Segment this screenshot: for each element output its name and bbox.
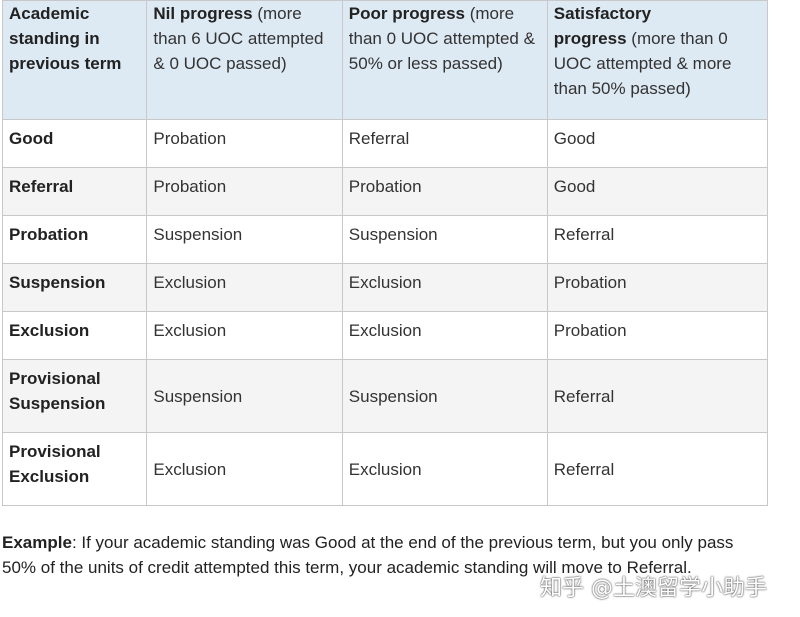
table-row: Referral Probation Probation Good [1,167,769,216]
table-cell: Exclusion [341,432,548,506]
table-cell: Exclusion [1,311,148,360]
cell-text: Referral [348,129,410,148]
table-cell: Exclusion [146,263,343,312]
table-cell: Good [546,167,769,216]
table-cell: Referral [546,215,769,264]
row-label: Good [9,129,54,148]
row-label: Referral [9,177,74,196]
watermark: 知乎 @土澳留学小助手 [540,576,767,601]
table-cell: Suspension [146,359,343,433]
cell-text: Probation [553,273,627,292]
cell-text: Suspension [153,225,243,244]
cell-text: Suspension [348,386,438,406]
standing-table: Academic standing in previous term Nil pr… [1,0,769,506]
header-row: Academic standing in previous term Nil pr… [1,0,769,120]
table-row: Provisional Suspension Suspension Suspensi… [1,359,769,433]
header-cell: Academic standing in previous term [1,0,148,120]
cell-text: Referral [553,386,615,406]
cell-text: Exclusion [153,273,227,292]
cell-text: Referral [553,225,615,244]
example-paragraph: Example: If your academic standing was G… [2,530,762,580]
cell-text: Suspension [348,225,438,244]
row-label: Provisional Exclusion [9,442,101,486]
row-label: Suspension [9,273,106,292]
table-cell: Probation [146,167,343,216]
table-row: Probation Suspension Suspension Referral [1,215,769,264]
table-row: Suspension Exclusion Exclusion Probation [1,263,769,312]
table-row: Good Probation Referral Good [1,119,769,168]
header-strong: Satisfactory progress [553,4,652,48]
table-row: Provisional Exclusion Exclusion Exclusion R… [1,432,769,506]
table-cell: Good [1,119,148,168]
header-strong: Nil progress [153,4,253,23]
table-cell: Exclusion [146,432,343,506]
table-cell: Probation [341,167,548,216]
table-row: Exclusion Exclusion Exclusion Probation [1,311,769,360]
table-cell: Referral [1,167,148,216]
table-cell: Suspension [146,215,343,264]
table-cell: Referral [546,432,769,506]
cell-text: Exclusion [348,459,422,479]
cell-text: Good [553,177,596,196]
header-cell: Nil progress (more than 6 UOC attempted &… [146,0,343,120]
table-cell: Suspension [341,215,548,264]
header-cell: Satisfactory progress (more than 0 UOC at… [546,0,769,120]
header-note: (more than 6 UOC attempted & 0 UOC passe… [153,4,324,73]
table-cell: Suspension [1,263,148,312]
header-cell: Poor progress (more than 0 UOC attempted … [341,0,548,120]
header-note: (more than 0 UOC attempted & 50% or less… [348,4,535,73]
example-text: : If your academic standing was Good at … [2,533,734,577]
header-note: (more than 0 UOC attempted & more than 5… [553,29,732,98]
cell-text: Exclusion [153,321,227,340]
cell-text: Exclusion [348,321,422,340]
cell-text: Good [553,129,596,148]
table-cell: Probation [546,263,769,312]
cell-text: Suspension [153,386,243,406]
row-label: Exclusion [9,321,90,340]
header-strong: Poor progress [348,4,465,23]
header-strong: Academic standing in previous term [9,4,122,73]
table-cell: Referral [546,359,769,433]
table-cell: Suspension [341,359,548,433]
table-cell: Exclusion [341,311,548,360]
table-cell: Probation [146,119,343,168]
cell-text: Exclusion [348,273,422,292]
row-label: Provisional Suspension [9,369,106,413]
cell-text: Probation [553,321,627,340]
table-cell: Referral [341,119,548,168]
cell-text: Referral [553,459,615,479]
cell-text: Probation [153,177,227,196]
example-lead: Example [2,533,72,552]
cell-text: Exclusion [153,459,227,479]
table-cell: Exclusion [341,263,548,312]
table-cell: Provisional Suspension [1,359,148,433]
table-cell: Exclusion [146,311,343,360]
table-cell: Probation [546,311,769,360]
table-cell: Probation [1,215,148,264]
table-cell: Provisional Exclusion [1,432,148,506]
table-cell: Good [546,119,769,168]
cell-text: Probation [348,177,422,196]
cell-text: Probation [153,129,227,148]
row-label: Probation [9,225,89,244]
